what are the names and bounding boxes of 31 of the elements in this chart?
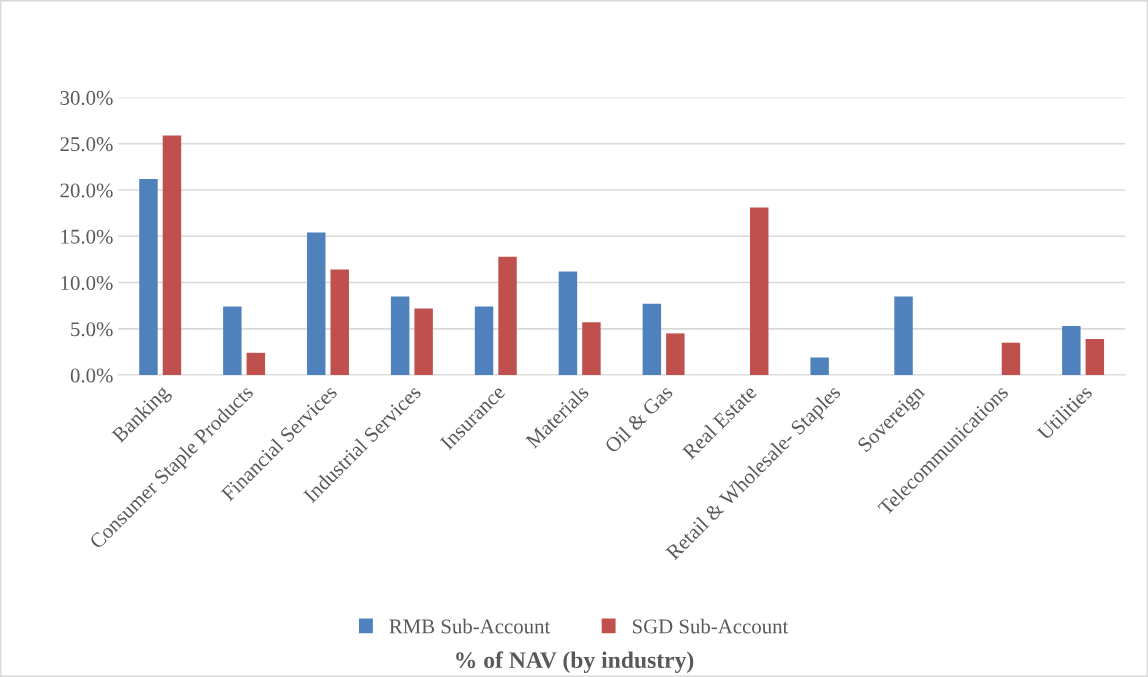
y-tick-label: 15.0%	[61, 229, 113, 244]
bar	[582, 322, 601, 376]
bar	[307, 232, 326, 376]
text: % of NAV (by industry)	[456, 651, 694, 673]
y-tick-label: 25.0%	[60, 137, 113, 152]
bar	[162, 135, 182, 376]
legend-label: SGD Sub-Account	[632, 618, 789, 634]
x-tick-label: Oil & Gas	[603, 383, 674, 454]
bar	[666, 333, 685, 376]
legend-label: RMB Sub-Account	[389, 618, 551, 634]
bar	[414, 308, 433, 376]
bar	[810, 357, 829, 376]
y-tick-label: 0.0%	[70, 368, 113, 383]
bar	[894, 296, 913, 376]
bar	[1001, 342, 1021, 376]
y-tick-label: 20.0%	[60, 183, 113, 198]
y-tick-label: 10.0%	[61, 275, 113, 291]
bar	[498, 256, 517, 376]
bar	[246, 352, 266, 376]
bar	[750, 207, 769, 376]
bar	[330, 269, 349, 376]
bar	[1062, 326, 1081, 376]
y-tick-label: 5.0%	[71, 322, 113, 337]
bar	[223, 306, 242, 376]
bar	[1085, 338, 1105, 376]
bar	[474, 306, 494, 376]
y-tick-label: 30.0%	[60, 90, 113, 106]
bar	[139, 178, 158, 376]
bar	[642, 303, 662, 376]
bar	[558, 271, 578, 376]
bar	[390, 296, 410, 376]
